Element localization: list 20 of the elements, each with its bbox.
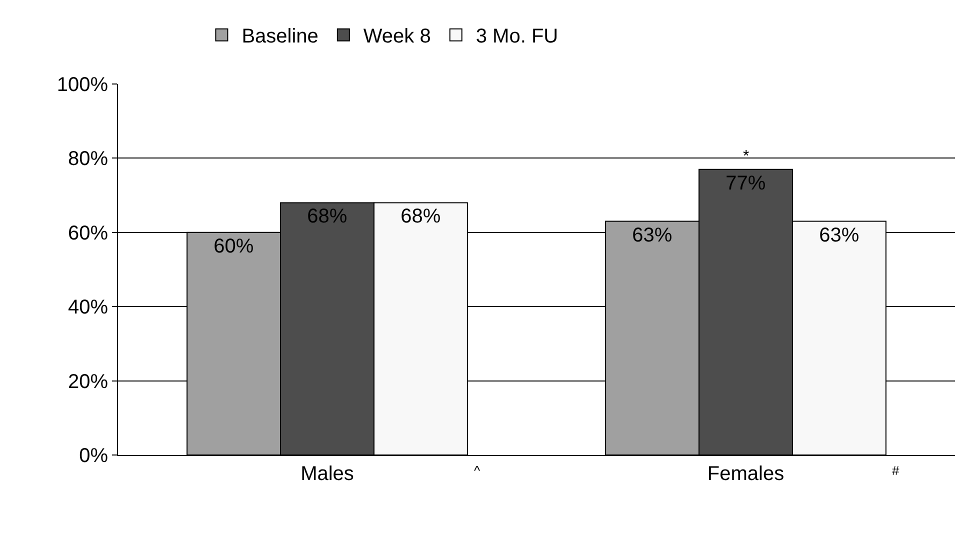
legend-label: Baseline (242, 26, 318, 48)
text: 77% (726, 172, 766, 194)
y-tick-label: 40% (68, 296, 108, 319)
x-tick-label: Females (707, 463, 784, 485)
annotation: * (743, 148, 750, 165)
text: 68% (307, 206, 348, 228)
text: 60% (214, 235, 254, 258)
legend-label: 3 Mo. FU (476, 26, 558, 48)
text: 68% (400, 206, 441, 228)
y-tick-label: 0% (79, 445, 108, 467)
x-tick-label: Males (300, 463, 354, 485)
legend-label: Week 8 (363, 26, 431, 48)
text: # (892, 463, 900, 478)
text: 63% (632, 224, 672, 246)
y-tick-label: 80% (68, 148, 108, 170)
text: 63% (819, 224, 860, 246)
text: ^ (474, 463, 481, 478)
y-tick-label: 100% (56, 74, 108, 96)
y-tick-label: 60% (68, 222, 108, 244)
y-tick-label: 20% (68, 370, 108, 393)
